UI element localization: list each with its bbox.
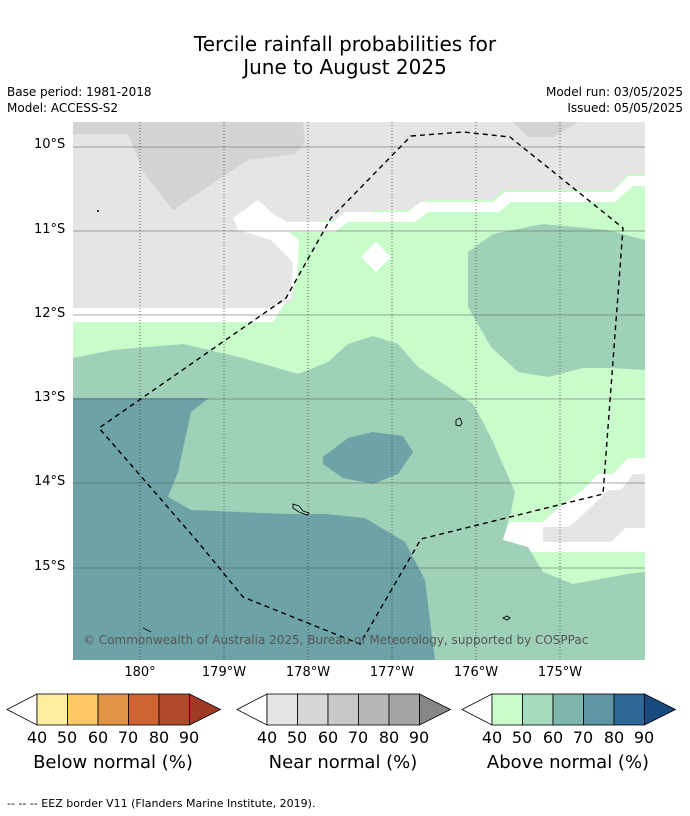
colorbar-label: 60 bbox=[87, 728, 109, 747]
near-normal-colorbar bbox=[236, 693, 452, 726]
x-tick-label: 176°W bbox=[453, 665, 499, 680]
colorbar-segment bbox=[552, 693, 584, 726]
below-normal-title: Below normal (%) bbox=[33, 752, 193, 773]
x-tick-label: 175°W bbox=[537, 665, 583, 680]
colorbar-low-extension bbox=[6, 693, 38, 726]
model-text: Model: ACCESS-S2 bbox=[7, 101, 119, 115]
x-tick-label: 180° bbox=[124, 665, 156, 680]
colorbar-label: 70 bbox=[572, 728, 594, 747]
colorbar-label: 90 bbox=[178, 728, 200, 747]
above-normal-title: Above normal (%) bbox=[486, 752, 650, 773]
x-tick-label: 178°W bbox=[285, 665, 331, 680]
colorbar-segment bbox=[491, 693, 523, 726]
rainfall-map bbox=[73, 122, 645, 660]
colorbar-low-extension bbox=[461, 693, 493, 726]
colorbar-label: 50 bbox=[286, 728, 308, 747]
colorbar-label: 40 bbox=[26, 728, 48, 747]
above-normal-60-region bbox=[73, 398, 435, 660]
y-tick-label: 15°S bbox=[34, 559, 66, 574]
colorbar-label: 70 bbox=[117, 728, 139, 747]
latitude-gridlines bbox=[73, 146, 645, 569]
colorbar-segment bbox=[522, 693, 554, 726]
colorbar-label: 80 bbox=[378, 728, 400, 747]
model-run-text: Model run: 03/05/2025 bbox=[545, 85, 683, 99]
x-tick-label: 177°W bbox=[369, 665, 415, 680]
colorbar-segment bbox=[388, 693, 420, 726]
colorbar-label: 90 bbox=[633, 728, 655, 747]
y-tick-label: 12°S bbox=[34, 306, 66, 321]
colorbar-segment bbox=[36, 693, 68, 726]
y-tick-label: 14°S bbox=[34, 474, 66, 489]
colorbar-high-extension bbox=[189, 693, 222, 726]
colorbar-label: 50 bbox=[56, 728, 78, 747]
colorbar-high-extension bbox=[419, 693, 452, 726]
y-tick-label: 13°S bbox=[34, 390, 66, 405]
issued-text: Issued: 05/05/2025 bbox=[567, 101, 683, 115]
eez-footer-note: -- -- -- EEZ border V11 (Flanders Marine… bbox=[7, 797, 316, 810]
colorbar-label: 40 bbox=[256, 728, 278, 747]
colorbar-segment bbox=[583, 693, 615, 726]
colorbar-segment bbox=[358, 693, 390, 726]
colorbar-label: 50 bbox=[511, 728, 533, 747]
map-title-line1: Tercile rainfall probabilities for bbox=[193, 32, 497, 56]
colorbar-label: 70 bbox=[347, 728, 369, 747]
colorbar-label: 80 bbox=[603, 728, 625, 747]
colorbar-segment bbox=[158, 693, 190, 726]
y-tick-label: 10°S bbox=[34, 137, 66, 152]
colorbar-label: 40 bbox=[481, 728, 503, 747]
colorbar-low-extension bbox=[236, 693, 268, 726]
island-outlines bbox=[96, 209, 511, 633]
colorbar-segment bbox=[266, 693, 298, 726]
copyright-notice: © Commonwealth of Australia 2025, Bureau… bbox=[83, 633, 589, 647]
x-tick-label: 179°W bbox=[201, 665, 247, 680]
colorbar-segment bbox=[128, 693, 160, 726]
colorbar-segment bbox=[613, 693, 645, 726]
colorbar-segment bbox=[297, 693, 329, 726]
colorbar-label: 60 bbox=[317, 728, 339, 747]
colorbar-segment bbox=[67, 693, 99, 726]
eez-border bbox=[97, 131, 624, 645]
base-period-text: Base period: 1981-2018 bbox=[7, 85, 152, 99]
colorbar-label: 60 bbox=[542, 728, 564, 747]
y-tick-label: 11°S bbox=[34, 222, 66, 237]
colorbar-high-extension bbox=[644, 693, 677, 726]
colorbar-label: 80 bbox=[148, 728, 170, 747]
near-normal-title: Near normal (%) bbox=[268, 752, 418, 773]
map-title-line2: June to August 2025 bbox=[243, 55, 447, 79]
near-normal-50-region bbox=[73, 122, 305, 210]
colorbar-segment bbox=[327, 693, 359, 726]
below-normal-colorbar bbox=[6, 693, 222, 726]
colorbar-segment bbox=[97, 693, 129, 726]
above-normal-colorbar bbox=[461, 693, 677, 726]
colorbar-label: 90 bbox=[408, 728, 430, 747]
